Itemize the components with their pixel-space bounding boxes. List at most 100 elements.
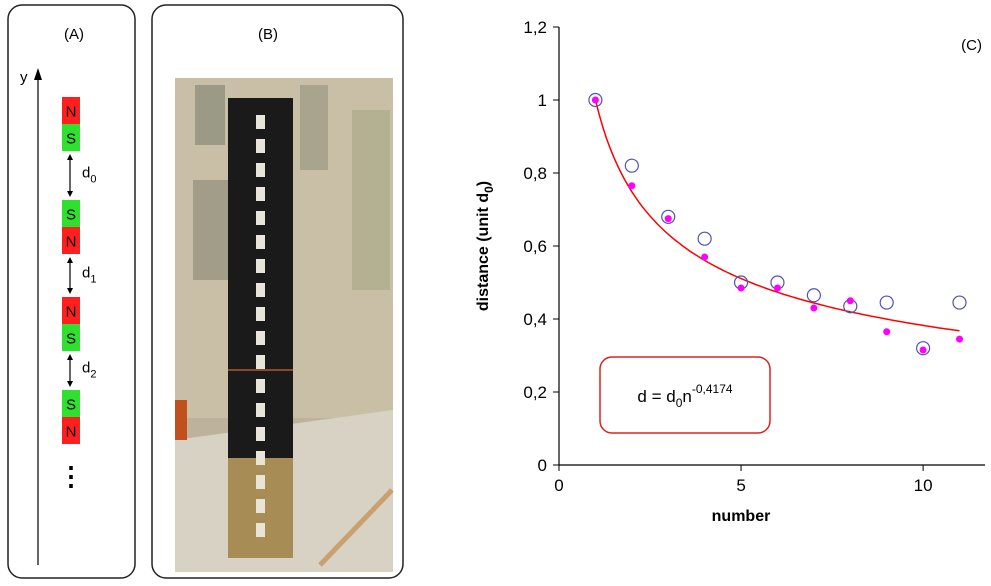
photo-poster xyxy=(193,180,228,280)
data-point xyxy=(916,341,931,356)
data-point xyxy=(661,209,676,224)
photo-magnet xyxy=(256,523,265,537)
panel-b-frame xyxy=(151,4,404,579)
y-tick-label: 0 xyxy=(538,456,547,475)
axis-label: y xyxy=(20,69,28,86)
photo-poster xyxy=(195,85,225,145)
photo-magnet xyxy=(256,235,265,249)
gap-sub: 0 xyxy=(90,174,96,186)
data-point xyxy=(701,253,709,261)
photo-chair xyxy=(175,400,187,440)
x-tick-label: 0 xyxy=(554,476,563,495)
y-tick-label: 0,4 xyxy=(523,310,547,329)
equation-base: n xyxy=(682,387,691,406)
gap-d: d xyxy=(82,360,90,377)
gap-label: d2 xyxy=(82,360,96,381)
y-label-sub: 0 xyxy=(482,186,496,193)
magnet-pole xyxy=(62,390,80,417)
pole-label: S xyxy=(66,331,76,348)
equation-exponent: -0,4174 xyxy=(692,382,733,396)
photo-poster xyxy=(352,110,390,290)
arrow-head xyxy=(67,154,73,160)
chart: (C) number distance (unit d0) d = d0n-0,… xyxy=(475,18,985,525)
data-point xyxy=(588,92,603,108)
photo-magnet xyxy=(256,115,265,129)
gap-label: d0 xyxy=(82,165,96,186)
x-axis-label: number xyxy=(712,508,771,525)
pole-label: S xyxy=(66,131,76,148)
data-point xyxy=(773,284,781,292)
x-tick-label: 5 xyxy=(736,476,745,495)
y-tick-label: 0,8 xyxy=(523,164,547,183)
arrow-head xyxy=(67,191,73,197)
photo-magnet xyxy=(256,355,265,369)
fit-curve xyxy=(594,99,960,332)
data-point xyxy=(806,288,821,303)
data-point xyxy=(879,295,894,310)
photo-magnet xyxy=(256,139,265,153)
photo-magnet xyxy=(256,379,265,393)
y-label-text: distance (unit d xyxy=(475,193,492,311)
gap-d: d xyxy=(82,265,90,282)
panel-a-frame xyxy=(7,4,136,579)
photo-magnet xyxy=(256,307,265,321)
equation: d = d0n-0,4174 xyxy=(637,382,732,410)
photo-magnet xyxy=(256,331,265,345)
photo-magnet xyxy=(256,499,265,513)
photo-stick xyxy=(318,488,394,567)
data-point xyxy=(624,158,639,173)
data-point xyxy=(664,215,672,223)
photo-magnet xyxy=(256,259,265,273)
y-tick-label: 0,6 xyxy=(523,237,547,256)
photo-magnet xyxy=(256,187,265,201)
equation-sub: 0 xyxy=(676,396,683,410)
pole-label: N xyxy=(66,104,77,121)
data-point xyxy=(737,284,745,292)
equation-box xyxy=(599,356,771,434)
gap-sub: 1 xyxy=(90,274,96,286)
arrow-head xyxy=(67,354,73,360)
pole-label: S xyxy=(66,397,76,414)
pole-label: S xyxy=(66,207,76,224)
magnet-pole xyxy=(62,324,80,351)
photo-magnets xyxy=(256,115,265,537)
continuation: ⋮ xyxy=(58,461,84,491)
panel-a-label: (A) xyxy=(64,26,84,43)
magnet-pole xyxy=(62,200,80,227)
data-point xyxy=(628,182,636,190)
arrow-head xyxy=(67,381,73,387)
photo-magnet xyxy=(256,403,265,417)
panel-b-label: (B) xyxy=(258,26,278,43)
pole-label: N xyxy=(66,304,77,321)
gap-sub: 2 xyxy=(90,369,96,381)
photo-magnet xyxy=(256,475,265,489)
photo-magnet xyxy=(256,283,265,297)
magnet-pole xyxy=(62,124,80,151)
data-point xyxy=(952,295,967,310)
y-label-end: ) xyxy=(475,181,492,186)
magnet-pole xyxy=(62,227,80,254)
data-point xyxy=(697,231,712,246)
photo-poster xyxy=(300,85,328,170)
arrow-head xyxy=(67,257,73,263)
photo-magnet xyxy=(256,163,265,177)
y-tick-label: 0,2 xyxy=(523,383,547,402)
photo-column xyxy=(228,98,293,458)
photo-magnet xyxy=(256,427,265,441)
photo-magnet xyxy=(256,451,265,465)
x-tick-label: 10 xyxy=(914,476,933,495)
gap-d: d xyxy=(82,165,90,182)
photo-magnet xyxy=(256,211,265,225)
arrow-head xyxy=(67,288,73,294)
magnet-pole xyxy=(62,97,80,124)
data-point xyxy=(591,96,599,104)
data-point xyxy=(846,297,854,305)
equation-lhs: d = d xyxy=(637,387,675,406)
photo xyxy=(175,78,394,572)
gap-label: d1 xyxy=(82,265,96,286)
magnet-pole xyxy=(62,417,80,444)
magnet-pole xyxy=(62,297,80,324)
data-point xyxy=(919,346,927,354)
y-tick-label: 1 xyxy=(538,91,547,110)
panel-c-label: (C) xyxy=(961,37,982,54)
